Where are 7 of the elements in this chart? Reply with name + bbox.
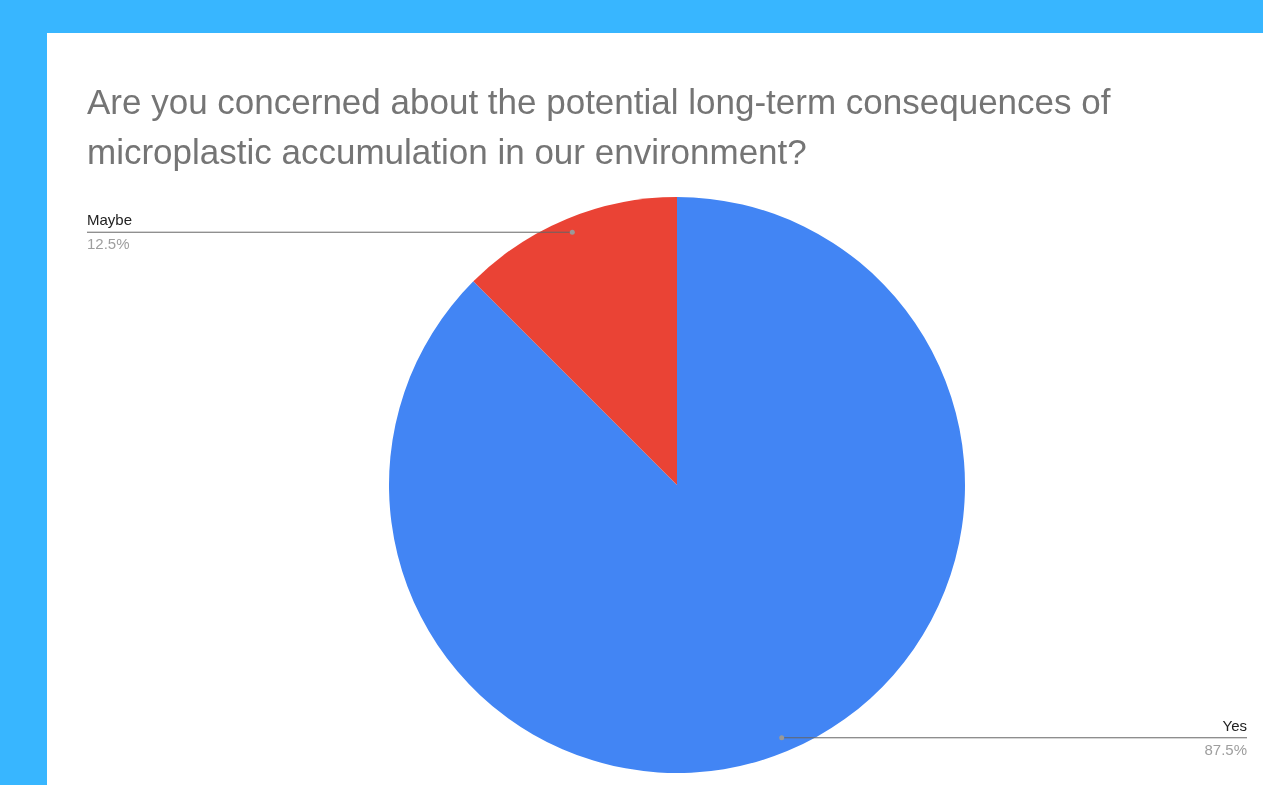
chart-title: Are you concerned about the potential long-term consequences of microplastic accumulation in our environment? <box>87 81 1112 173</box>
slice-label: Maybe <box>87 211 133 229</box>
pie-slice <box>473 197 677 485</box>
slice-label: Yes <box>1222 716 1247 734</box>
data-label: 12.5% <box>87 235 130 253</box>
data-label: 87.5% <box>1204 740 1247 758</box>
pie-slice <box>389 197 965 773</box>
